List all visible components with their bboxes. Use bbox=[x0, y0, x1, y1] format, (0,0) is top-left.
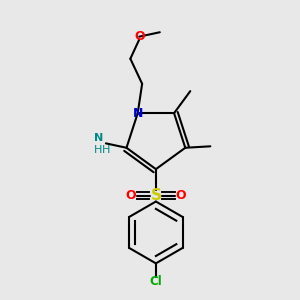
Text: O: O bbox=[125, 189, 136, 202]
Text: H: H bbox=[102, 145, 111, 155]
Text: H: H bbox=[94, 145, 103, 155]
Text: N: N bbox=[94, 133, 103, 143]
Text: S: S bbox=[150, 188, 161, 203]
Text: O: O bbox=[176, 189, 186, 202]
Text: Cl: Cl bbox=[149, 275, 162, 288]
Text: O: O bbox=[134, 30, 145, 43]
Text: N: N bbox=[133, 107, 143, 120]
